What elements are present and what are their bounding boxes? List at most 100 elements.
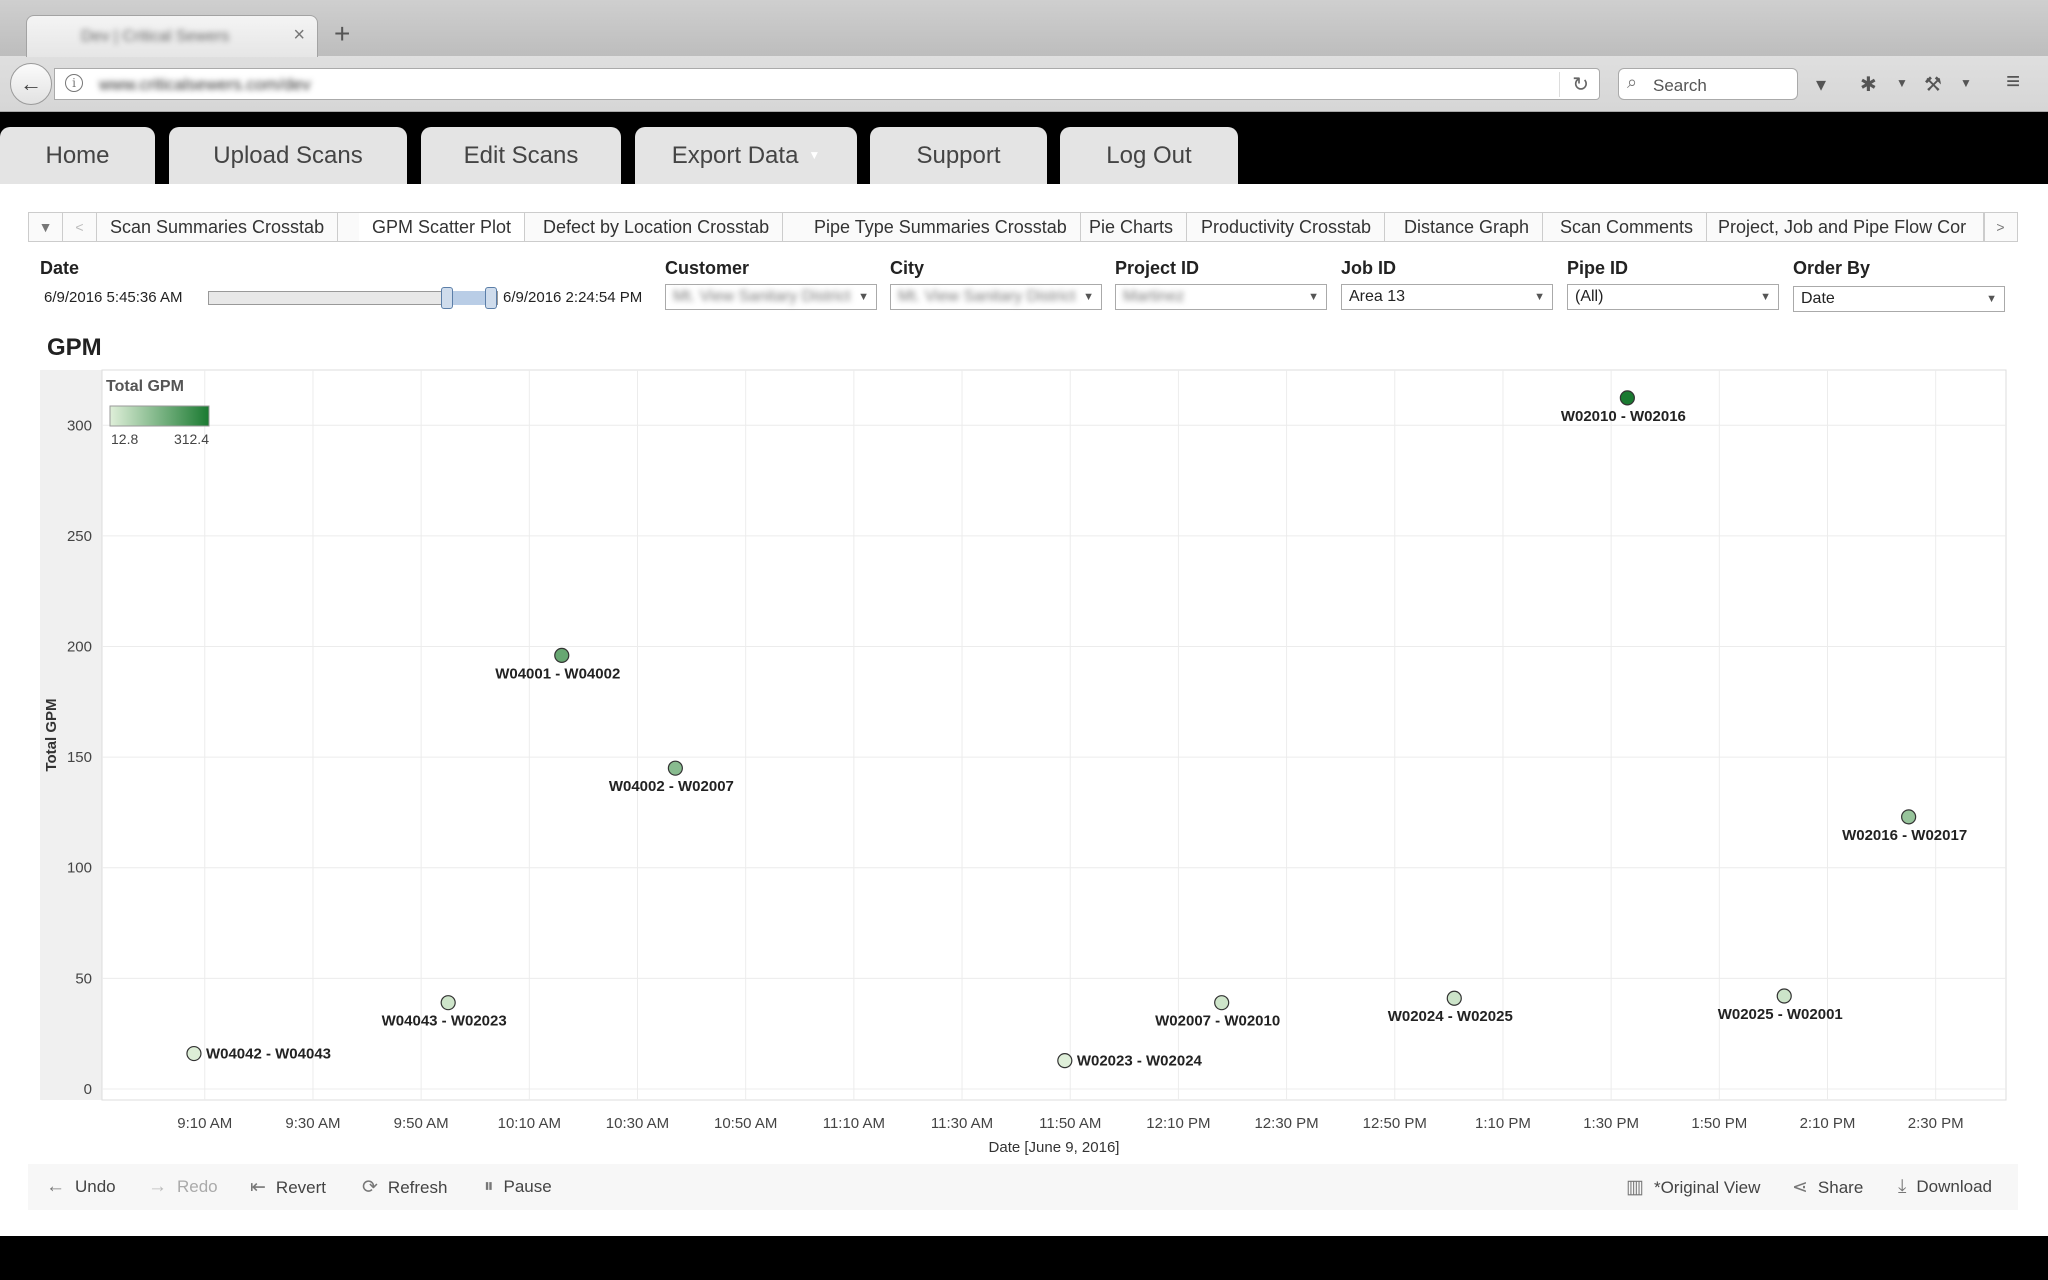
- refresh-button[interactable]: ⟳ Refresh: [362, 1176, 447, 1199]
- chevron-down-icon: ▼: [858, 291, 869, 303]
- project-id-select[interactable]: Martinez ▼: [1115, 284, 1327, 310]
- sheet-tab-pie-charts[interactable]: Pie Charts: [1076, 213, 1188, 241]
- redo-icon: →: [148, 1176, 167, 1197]
- nav-tab-upload-scans[interactable]: Upload Scans: [169, 127, 407, 184]
- x-tick-label: 12:50 PM: [1363, 1115, 1427, 1132]
- city-value: Mt. View Sanitary District: [898, 288, 1076, 305]
- order-by-select[interactable]: Date ▼: [1793, 286, 2005, 312]
- x-tick-label: 11:30 AM: [931, 1115, 993, 1132]
- project-id-filter: Project ID Martinez ▼: [1115, 258, 1327, 310]
- url-text: www.criticalsewers.com/dev: [99, 75, 311, 94]
- original-view-button[interactable]: ▥ *Original View: [1626, 1176, 1760, 1199]
- y-tick-label: 150: [67, 749, 92, 766]
- share-label: Share: [1817, 1178, 1864, 1197]
- browser-search-input[interactable]: ⌕ Search: [1618, 68, 1798, 100]
- refresh-label: Refresh: [387, 1178, 448, 1197]
- reload-icon[interactable]: ↻: [1559, 72, 1589, 97]
- legend-color-ramp: [109, 405, 210, 427]
- search-icon: ⌕: [1627, 72, 1638, 92]
- original-view-label: *Original View: [1653, 1178, 1761, 1197]
- view-icon: ▥: [1626, 1177, 1644, 1198]
- sheet-tab-scan-summaries[interactable]: Scan Summaries Crosstab: [97, 213, 339, 241]
- dropdown-caret-icon: ▼: [808, 148, 821, 162]
- nav-tab-home[interactable]: Home: [0, 127, 155, 184]
- pause-icon: ⏸: [484, 1176, 494, 1197]
- new-tab-icon[interactable]: +: [334, 18, 351, 49]
- revert-button[interactable]: ⇤ Revert: [250, 1176, 326, 1199]
- y-tick-label: 250: [67, 528, 92, 545]
- legend-title: Total GPM: [106, 378, 184, 395]
- close-icon[interactable]: ×: [293, 24, 305, 46]
- chevron-down-icon: ▼: [1308, 291, 1319, 303]
- nav-tab-export-data-label: Export Data: [671, 142, 799, 169]
- pipe-id-select[interactable]: (All) ▼: [1567, 284, 1779, 310]
- data-point-label: W04042 - W04043: [206, 1046, 331, 1063]
- job-id-select[interactable]: Area 13 ▼: [1341, 284, 1553, 310]
- sheet-tab-productivity[interactable]: Productivity Crosstab: [1188, 213, 1386, 241]
- revert-icon: ⇤: [250, 1177, 266, 1198]
- data-point: [667, 760, 683, 776]
- nav-tab-log-out[interactable]: Log Out: [1060, 127, 1238, 184]
- info-icon[interactable]: i: [65, 74, 83, 92]
- undo-button[interactable]: ← Undo: [46, 1176, 116, 1198]
- data-point-label: W02024 - W02025: [1388, 1008, 1513, 1025]
- chevron-down-icon[interactable]: ▼: [1960, 76, 1972, 90]
- dashboard-content: ▼ < Scan Summaries Crosstab GPM Scatter …: [0, 184, 2048, 1236]
- city-filter-label: City: [890, 258, 925, 278]
- pause-button[interactable]: ⏸ Pause: [484, 1176, 552, 1198]
- y-tick-label: 300: [67, 417, 92, 434]
- data-point: [1446, 990, 1462, 1006]
- x-tick-label: 12:10 PM: [1146, 1115, 1210, 1132]
- pocket-icon[interactable]: ▾: [1816, 74, 1827, 96]
- sheet-next-icon[interactable]: >: [1983, 213, 2017, 241]
- sheet-tab-gpm-scatter-plot[interactable]: GPM Scatter Plot: [359, 213, 526, 241]
- nav-tab-edit-scans[interactable]: Edit Scans: [421, 127, 621, 184]
- sheet-prev-icon[interactable]: <: [63, 213, 97, 241]
- data-point: [554, 647, 570, 663]
- customer-select[interactable]: Mt. View Sanitary District ▼: [665, 284, 877, 310]
- sheet-tab-pipe-type-summaries[interactable]: Pipe Type Summaries Crosstab: [801, 213, 1081, 241]
- nav-tab-support[interactable]: Support: [870, 127, 1047, 184]
- menu-icon[interactable]: ≡: [2006, 68, 2021, 95]
- redo-button[interactable]: → Redo: [148, 1176, 218, 1198]
- date-slider-track[interactable]: [208, 287, 498, 309]
- y-tick-label: 0: [84, 1081, 92, 1098]
- city-select[interactable]: Mt. View Sanitary District ▼: [890, 284, 1102, 310]
- chevron-down-icon[interactable]: ▼: [1896, 76, 1908, 90]
- sheet-tab-project-job-pipe-flow[interactable]: Project, Job and Pipe Flow Cor: [1705, 213, 1985, 241]
- chevron-down-icon: ▼: [1986, 293, 1997, 305]
- pipe-id-value: (All): [1575, 288, 1604, 305]
- project-id-value: Martinez: [1123, 288, 1185, 305]
- city-filter: City Mt. View Sanitary District ▼: [890, 258, 1102, 310]
- share-button[interactable]: ⋖ Share: [1792, 1176, 1863, 1199]
- y-axis-label: Total GPM: [43, 698, 60, 771]
- refresh-icon: ⟳: [362, 1177, 378, 1198]
- pipe-id-filter: Pipe ID (All) ▼: [1567, 258, 1779, 310]
- sheet-tab-distance-graph[interactable]: Distance Graph: [1391, 213, 1544, 241]
- project-id-filter-label: Project ID: [1115, 258, 1200, 278]
- date-slider-range: [447, 291, 491, 305]
- revert-label: Revert: [275, 1178, 326, 1197]
- x-axis-label: Date [June 9, 2016]: [989, 1139, 1120, 1156]
- x-tick-label: 1:50 PM: [1691, 1115, 1747, 1132]
- data-point: [186, 1045, 202, 1062]
- sheet-menu-caret-icon[interactable]: ▼: [29, 213, 63, 241]
- sheet-tab-scan-comments[interactable]: Scan Comments: [1547, 213, 1708, 241]
- tools-icon[interactable]: ⚒: [1924, 74, 1942, 96]
- app-navigation: Home Upload Scans Edit Scans Export Data…: [0, 112, 2048, 184]
- customer-value: Mt. View Sanitary District: [673, 288, 851, 305]
- back-arrow-icon[interactable]: ←: [10, 63, 52, 105]
- browser-tab-title: Dev | Critical Sewers: [81, 28, 230, 45]
- y-tick-label: 50: [75, 970, 92, 987]
- x-tick-label: 10:30 AM: [606, 1115, 669, 1132]
- date-slider-start-handle[interactable]: [441, 287, 453, 309]
- browser-tab[interactable]: Dev | Critical Sewers ×: [26, 15, 318, 57]
- data-point: [1776, 988, 1792, 1004]
- date-slider-end-handle[interactable]: [485, 287, 497, 309]
- download-button[interactable]: ⤓ Download: [1898, 1176, 1992, 1198]
- extension-icon[interactable]: ✱: [1860, 74, 1877, 96]
- url-bar[interactable]: i www.criticalsewers.com/dev ↻: [54, 68, 1600, 100]
- sheet-tab-defect-by-location[interactable]: Defect by Location Crosstab: [530, 213, 784, 241]
- nav-tab-export-data[interactable]: Export Data ▼: [635, 127, 857, 184]
- sheet-tabs: ▼ < Scan Summaries Crosstab GPM Scatter …: [28, 212, 2018, 242]
